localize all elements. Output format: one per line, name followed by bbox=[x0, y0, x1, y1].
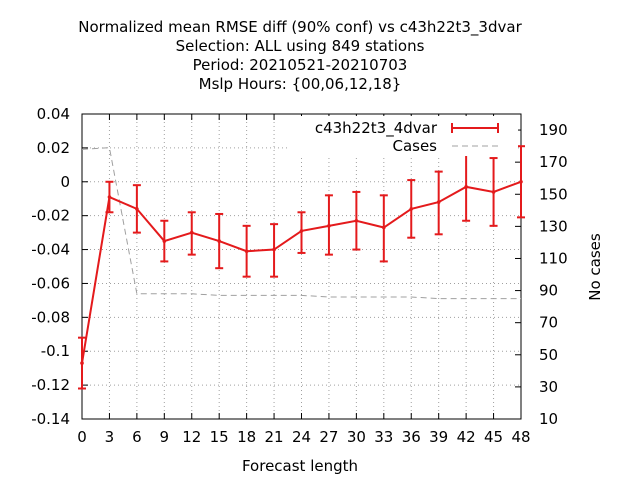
y-tick-label: -0.12 bbox=[31, 376, 70, 394]
data-point bbox=[107, 195, 112, 199]
x-tick-label: 9 bbox=[160, 428, 170, 446]
x-tick-label: 36 bbox=[402, 428, 421, 446]
y2-tick-label: 10 bbox=[539, 410, 558, 428]
x-tick-label: 48 bbox=[511, 428, 530, 446]
data-point bbox=[244, 249, 249, 254]
x-tick-label: 45 bbox=[484, 428, 503, 446]
x-tick-label: 18 bbox=[237, 428, 256, 446]
y-tick-labels: 0.04 0.02 0 -0.02 -0.04 -0.06 -0.08 -0.1 -0.12 -0… bbox=[31, 105, 70, 428]
x-tick-label: 33 bbox=[374, 428, 393, 446]
x-tick-label: 15 bbox=[210, 428, 229, 446]
series-line bbox=[81, 180, 522, 364]
data-point bbox=[327, 224, 331, 228]
y-tick-label: -0.14 bbox=[31, 410, 70, 428]
x-tick-label: 6 bbox=[132, 428, 142, 446]
chart-title: Normalized mean RMSE diff (90% conf) vs … bbox=[78, 18, 522, 93]
data-point bbox=[491, 190, 496, 194]
x-tick-label: 12 bbox=[182, 428, 201, 446]
y2-tick-label: 110 bbox=[539, 249, 568, 267]
data-point bbox=[217, 239, 221, 243]
y-tick-label: -0.04 bbox=[31, 241, 70, 259]
x-axis-label: Forecast length bbox=[242, 457, 358, 475]
data-point bbox=[409, 207, 414, 211]
y-tick-label: 0 bbox=[60, 173, 70, 191]
y-tick-label: -0.06 bbox=[31, 274, 70, 292]
x-tick-label: 24 bbox=[292, 428, 311, 446]
legend-label-cases: Cases bbox=[392, 137, 437, 155]
data-point bbox=[382, 225, 386, 230]
data-point bbox=[354, 218, 359, 223]
title-line-2: Selection: ALL using 849 stations bbox=[176, 37, 425, 55]
x-tick-labels: 0 3 6 9 12 15 18 21 24 27 30 33 36 39 42 45 48 bbox=[77, 428, 530, 446]
y2-tick-label: 190 bbox=[539, 121, 568, 139]
y2-tick-label: 150 bbox=[539, 185, 568, 203]
data-point bbox=[299, 229, 304, 233]
y-tick-label: 0.04 bbox=[37, 105, 70, 123]
data-point bbox=[464, 185, 468, 189]
data-point bbox=[189, 230, 194, 235]
x-tick-label: 27 bbox=[319, 428, 338, 446]
data-point bbox=[436, 200, 441, 204]
x-tick-label: 3 bbox=[105, 428, 115, 446]
y-tick-label: 0.02 bbox=[37, 139, 70, 157]
plot-frame bbox=[81, 113, 522, 420]
y2-tick-label: 130 bbox=[539, 217, 568, 235]
title-line-3: Period: 20210521-20210703 bbox=[193, 56, 408, 74]
y2-axis-label: No cases bbox=[586, 233, 604, 301]
data-point bbox=[80, 361, 84, 365]
y2-tick-labels: 190 170 150 130 110 90 70 50 30 10 bbox=[539, 121, 568, 428]
y-tick-label: -0.02 bbox=[31, 207, 70, 225]
y2-tick-label: 50 bbox=[539, 346, 558, 364]
cases-line bbox=[81, 147, 521, 300]
legend-label-main: c43h22t3_4dvar bbox=[315, 119, 438, 138]
data-point bbox=[519, 179, 523, 184]
series-cases bbox=[81, 147, 521, 300]
x-tick-label: 30 bbox=[347, 428, 366, 446]
title-line-1: Normalized mean RMSE diff (90% conf) vs … bbox=[78, 18, 522, 37]
y2-tick-label: 90 bbox=[539, 282, 558, 300]
data-point bbox=[272, 247, 276, 252]
y-tick-label: -0.1 bbox=[41, 342, 70, 360]
data-point bbox=[135, 207, 139, 211]
legend-background bbox=[290, 116, 518, 156]
x-tick-label: 0 bbox=[77, 428, 87, 446]
x-tick-label: 39 bbox=[429, 428, 448, 446]
x-tick-label: 21 bbox=[265, 428, 284, 446]
axes bbox=[81, 113, 522, 420]
legend: c43h22t3_4dvar Cases bbox=[290, 116, 518, 156]
y2-tick-label: 170 bbox=[539, 153, 568, 171]
title-line-4: Mslp Hours: {00,06,12,18} bbox=[199, 75, 402, 93]
y-tick-label: -0.08 bbox=[31, 308, 70, 326]
y2-tick-label: 30 bbox=[539, 378, 558, 396]
data-point bbox=[162, 239, 167, 243]
y2-tick-label: 70 bbox=[539, 314, 558, 332]
x-tick-label: 42 bbox=[457, 428, 476, 446]
grid-lines bbox=[81, 113, 522, 420]
series-c43h22t3-4dvar bbox=[78, 145, 525, 390]
